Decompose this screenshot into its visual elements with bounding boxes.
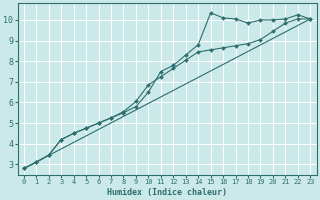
X-axis label: Humidex (Indice chaleur): Humidex (Indice chaleur) [107, 188, 227, 197]
